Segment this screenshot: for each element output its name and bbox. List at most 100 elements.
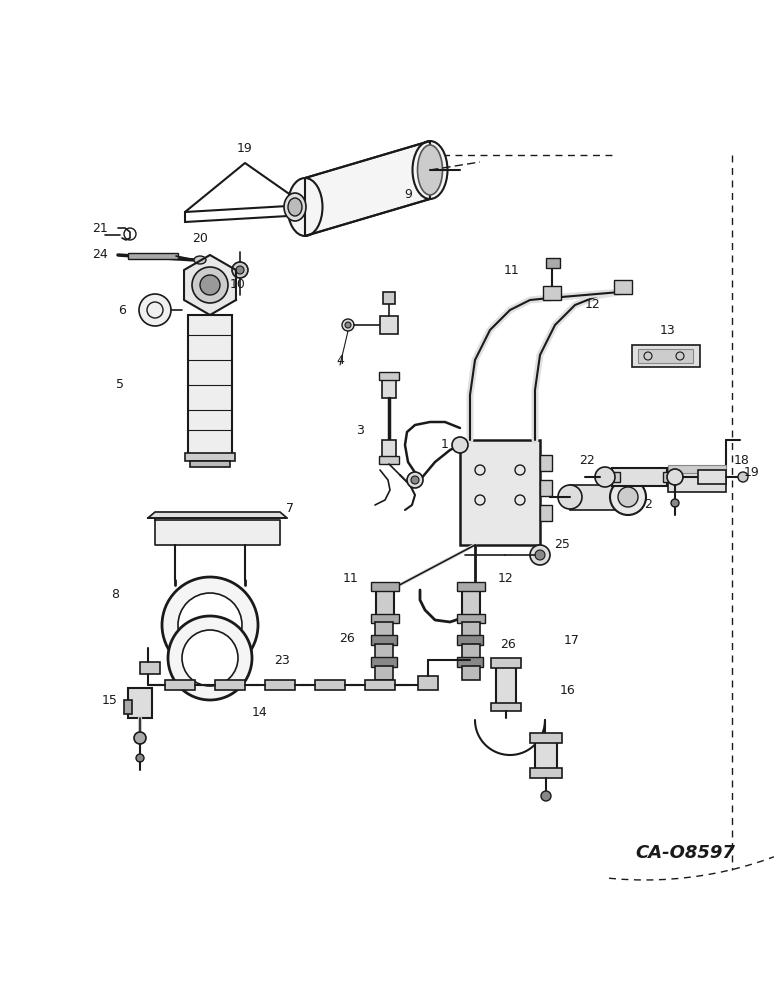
Circle shape (452, 437, 468, 453)
Bar (612, 468, 667, 486)
Bar (543, 286, 561, 300)
Bar (491, 703, 521, 711)
Circle shape (192, 267, 228, 303)
Bar (315, 680, 345, 690)
Bar (380, 316, 398, 334)
Bar (540, 505, 552, 521)
Bar (188, 315, 232, 455)
Text: 4: 4 (336, 354, 344, 366)
Text: 7: 7 (286, 502, 294, 514)
Circle shape (541, 791, 551, 801)
Bar (215, 680, 245, 690)
Text: 11: 11 (343, 572, 358, 584)
Bar (365, 680, 395, 690)
Bar (632, 345, 700, 367)
Circle shape (667, 469, 683, 485)
Bar (540, 455, 552, 471)
Ellipse shape (418, 145, 442, 195)
Circle shape (162, 577, 258, 673)
Text: 12: 12 (498, 572, 514, 584)
Circle shape (232, 262, 248, 278)
Text: 9: 9 (404, 188, 412, 202)
Text: 25: 25 (554, 538, 570, 552)
Bar (540, 480, 552, 496)
Bar (457, 614, 485, 623)
Text: 12: 12 (585, 298, 601, 312)
Text: 14: 14 (252, 706, 268, 718)
Ellipse shape (288, 178, 322, 236)
Text: 19: 19 (237, 141, 253, 154)
Text: 6: 6 (118, 304, 126, 316)
Bar (638, 349, 693, 363)
Bar (265, 680, 295, 690)
Circle shape (345, 322, 351, 328)
Text: 19: 19 (744, 466, 760, 479)
Text: 2: 2 (644, 498, 652, 512)
Text: 23: 23 (274, 654, 290, 666)
Circle shape (411, 476, 419, 484)
Ellipse shape (194, 256, 206, 264)
Bar (462, 644, 480, 658)
Bar (608, 472, 620, 482)
Circle shape (136, 754, 144, 762)
Circle shape (738, 472, 748, 482)
Bar (698, 470, 726, 484)
Bar (371, 614, 399, 623)
Bar (124, 700, 132, 714)
Bar (379, 372, 399, 380)
Circle shape (200, 275, 220, 295)
Text: 22: 22 (579, 454, 595, 466)
Bar (128, 253, 178, 259)
Circle shape (139, 294, 171, 326)
Polygon shape (305, 141, 430, 236)
Bar (462, 666, 480, 680)
Text: 13: 13 (660, 324, 676, 336)
Text: 11: 11 (504, 263, 520, 276)
Bar (663, 472, 675, 482)
Bar (614, 280, 632, 294)
Text: 1: 1 (441, 438, 449, 452)
Polygon shape (155, 520, 280, 545)
Circle shape (236, 266, 244, 274)
Text: 26: 26 (500, 639, 516, 652)
Circle shape (407, 472, 423, 488)
Bar (491, 658, 521, 668)
Circle shape (530, 545, 550, 565)
Bar (462, 622, 480, 636)
Text: 15: 15 (102, 694, 118, 706)
Circle shape (618, 487, 638, 507)
Bar (375, 644, 393, 658)
Bar (382, 440, 396, 458)
Circle shape (671, 499, 679, 507)
Text: 18: 18 (734, 454, 750, 466)
Circle shape (134, 732, 146, 744)
Circle shape (595, 467, 615, 487)
Text: 24: 24 (93, 248, 108, 261)
Ellipse shape (284, 193, 306, 221)
Bar (496, 665, 516, 705)
Ellipse shape (288, 198, 302, 216)
Bar (457, 582, 485, 591)
Bar (462, 588, 480, 616)
Bar (185, 453, 235, 461)
Bar (457, 635, 483, 645)
Circle shape (182, 630, 238, 686)
Text: 20: 20 (192, 232, 208, 244)
Bar (128, 688, 152, 718)
Bar (668, 470, 726, 492)
Bar (376, 588, 394, 616)
Bar (535, 740, 557, 770)
Bar (375, 666, 393, 680)
Text: 5: 5 (116, 378, 124, 391)
Bar (383, 292, 395, 304)
Circle shape (610, 479, 646, 515)
Circle shape (535, 550, 545, 560)
Text: 10: 10 (230, 278, 246, 292)
Bar (371, 635, 397, 645)
Bar (418, 676, 438, 690)
Text: 21: 21 (93, 222, 108, 234)
Circle shape (178, 593, 242, 657)
Bar (375, 622, 393, 636)
Bar (460, 440, 540, 545)
Bar (530, 768, 562, 778)
